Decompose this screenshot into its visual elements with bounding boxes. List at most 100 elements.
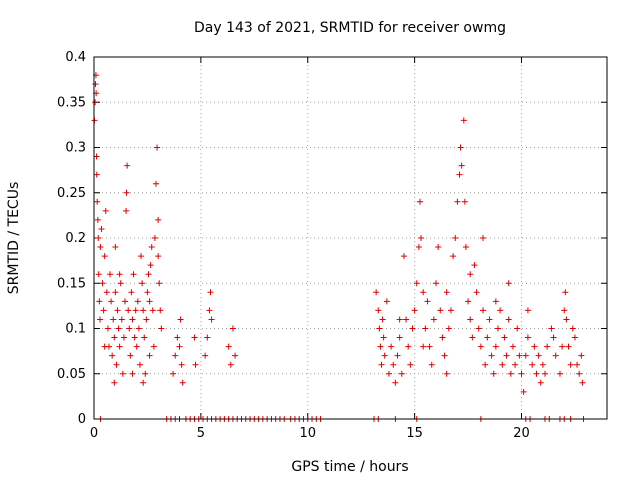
data-points [91,72,587,422]
data-point [492,343,499,350]
data-point [148,244,155,251]
data-point [482,361,489,368]
data-point [179,379,186,386]
data-point [92,81,99,88]
data-point [145,271,152,278]
data-point [146,298,153,305]
data-point [204,334,211,341]
data-point [473,289,480,296]
data-point [142,370,149,377]
data-point [435,244,442,251]
data-point [93,153,100,160]
data-point [430,316,437,323]
data-point [433,280,439,287]
data-point [516,352,523,359]
data-point [565,343,572,350]
chart-title: Day 143 of 2021, SRMTID for receiver owm… [194,20,506,36]
data-point [505,316,512,323]
data-point [102,207,109,214]
data-point [207,289,214,296]
data-point [405,343,412,350]
data-point [136,361,143,368]
y-tick-label: 0.2 [65,231,86,246]
data-point [132,307,139,314]
data-point [115,325,122,332]
data-point [174,334,181,341]
data-point [232,352,239,359]
data-point [452,235,459,241]
data-point [490,370,497,377]
y-tick-label: 0.35 [57,95,86,110]
data-point [377,343,384,350]
data-point [556,370,563,377]
data-point [392,379,399,386]
data-point [569,325,576,332]
data-point [227,361,234,368]
x-tick-label: 0 [90,426,98,441]
data-point [480,235,487,241]
data-point [143,316,150,323]
data-point [494,325,501,332]
data-point [574,361,581,368]
data-point [129,370,136,377]
data-point [548,325,555,332]
data-point [192,361,199,368]
data-point [111,334,118,341]
x-tick-label: 10 [299,426,316,441]
data-point [439,334,446,341]
data-point [92,99,99,106]
data-point [486,316,493,323]
data-point [108,298,115,305]
data-point [158,325,165,332]
grid [94,57,607,419]
data-point [146,352,153,359]
data-point [123,189,130,196]
data-point [95,235,102,241]
data-point [95,271,102,278]
data-point [477,343,484,350]
data-point [172,352,179,359]
data-point [497,307,504,314]
data-point [559,343,566,350]
data-point [413,280,420,287]
y-tick-label: 0.1 [65,322,86,337]
data-point [456,171,463,178]
data-point [385,370,392,377]
data-point [117,280,124,287]
data-point [144,289,151,296]
data-point [141,334,148,341]
plot-frame [93,56,608,420]
data-point [104,325,111,332]
data-point [535,352,542,359]
data-point [437,307,444,314]
data-point [99,280,106,287]
data-point [407,361,414,368]
data-point [394,352,401,359]
data-point [383,298,390,305]
data-point [443,370,450,377]
data-point [178,361,185,368]
data-point [138,253,145,260]
data-point [101,343,108,350]
data-point [531,343,538,350]
data-point [539,361,546,368]
data-point [140,307,147,314]
data-point [488,352,495,359]
axis-ticks: 0 5 10 15 20 0 0.05 0.1 0.15 0.2 0.25 0.3 0.35 0.4 [57,50,607,441]
x-tick-label: 15 [406,426,423,441]
y-tick-label: 0.05 [57,367,86,382]
data-point [503,352,510,359]
data-point [116,271,123,278]
data-point [110,316,117,323]
data-point [411,307,418,314]
data-point [416,198,423,205]
data-point [550,334,557,341]
data-point [512,361,519,368]
data-point [111,379,118,386]
data-point [426,343,433,350]
data-point [469,334,476,341]
data-point [96,316,103,323]
data-point [567,361,574,368]
data-point [462,244,469,251]
